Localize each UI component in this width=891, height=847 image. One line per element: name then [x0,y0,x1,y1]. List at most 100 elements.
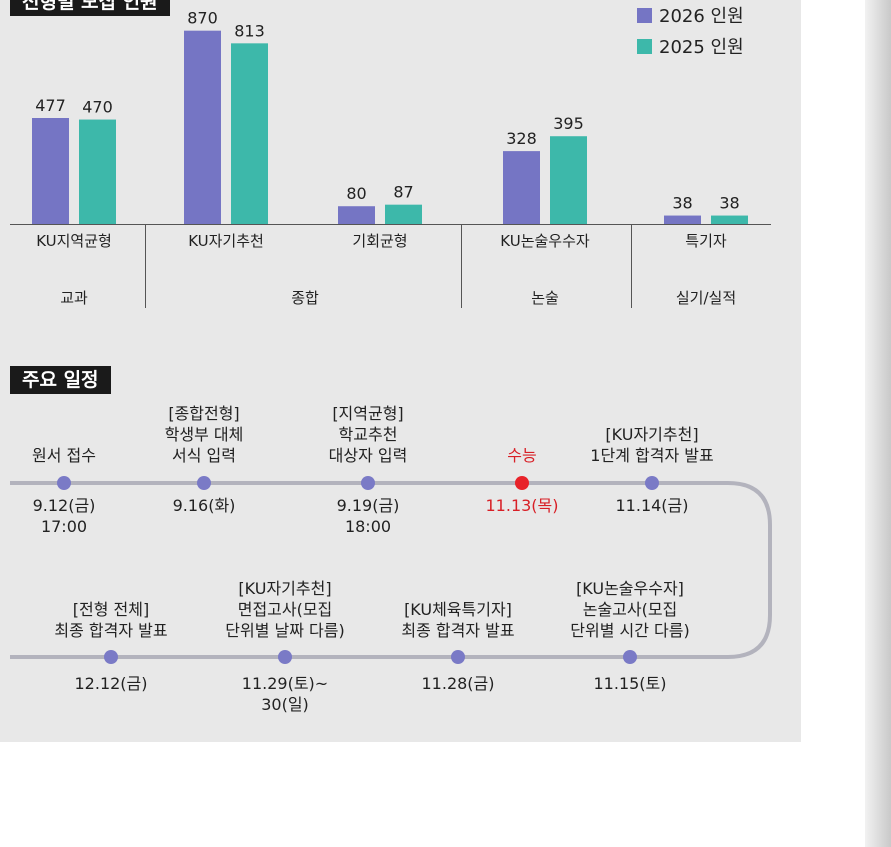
timeline-event-date: 9.16(화) [173,495,236,516]
legend-2026-label: 2026 인원 [659,6,744,27]
timeline-label-line: [KU자기추천] [238,579,332,598]
timeline-label-line: 논술고사(모집 [582,600,678,619]
timeline-dot [451,650,465,664]
timeline-dot [361,476,375,490]
timeline-label-line: 학생부 대체 [164,425,244,444]
bar-value-label: 470 [82,98,113,117]
timeline-label-line: [KU논술우수자] [576,579,684,598]
timeline-label-line: 대상자 입력 [328,446,408,465]
timeline-event-label: [KU체육특기자] 최종 합격자 발표 [401,599,514,641]
timeline-date-line: 9.16(화) [172,496,236,515]
bar-value-label: 38 [719,194,739,213]
timeline-label-line: [KU자기추천] [605,425,699,444]
timeline-label-line: 학교추천 [338,425,398,444]
timeline-dot-highlight [515,476,529,490]
timeline-label-line: 수능 [507,446,537,465]
timeline-date-line: 18:00 [344,517,392,536]
timeline-label-line: [전형 전체] [72,600,150,619]
timeline-dot [278,650,292,664]
timeline-track [10,476,772,664]
timeline-event-label: [전형 전체] 최종 합격자 발표 [54,599,167,641]
timeline-label-line: [지역균형] [332,404,404,423]
timeline-dot [104,650,118,664]
legend-2025: 2025 인원 [637,33,744,59]
timeline-date-line: 9.12(금) [32,496,96,515]
timeline-path [10,481,772,659]
timeline-dot [645,476,659,490]
bar-2025-0 [79,119,116,224]
timeline-event-label: 수능 [507,445,536,466]
timeline-dot [623,650,637,664]
timeline-event-date: 11.13(목) [485,495,558,516]
page-edge [865,0,891,847]
timeline-event-date: 11.28(금) [421,673,494,694]
bar-value-label: 870 [187,9,218,28]
timeline-event-date: 9.12(금) 17:00 [33,495,96,537]
bar-2025-4 [711,215,748,224]
timeline-date-line: 17:00 [40,517,88,536]
bar-value-label: 395 [553,114,584,133]
bar-2025-1 [231,43,268,225]
timeline-label-line: 최종 합격자 발표 [401,621,515,640]
group-label: 교과 [60,289,88,307]
bar-value-label: 813 [234,21,265,40]
timeline-date-line: 11.13(목) [485,496,559,515]
timeline-label-line: 단위별 날짜 다름) [225,621,345,640]
bar-value-label: 87 [393,183,413,202]
bar-value-label: 80 [346,184,366,203]
bar-2026-0 [32,118,69,224]
recruit-section-tag: 전형별 모집 인원 [10,0,170,16]
bar-value-label: 38 [672,194,692,213]
timeline-label-line: 최종 합격자 발표 [54,621,168,640]
bar-value-label: 477 [35,96,66,115]
legend-2026-swatch [637,7,652,23]
bar-value-label: 328 [506,129,537,148]
category-label: KU논술우수자 [500,232,590,250]
group-label: 실기/실적 [676,289,736,307]
legend-2026: 2026 인원 [637,2,744,28]
timeline-label-line: [KU체육특기자] [404,600,512,619]
timeline-event-date: 12.12(금) [74,673,147,694]
timeline-date-line: 30(일) [261,695,309,714]
timeline-date-line: 11.28(금) [421,674,495,693]
timeline-event-date: 11.29(토)~ 30(일) [242,673,328,715]
infographic-panel: 전형별 모집 인원 2026 인원 2025 인원 477 470 KU지역균형 87… [0,0,801,742]
timeline-date-line: 12.12(금) [74,674,148,693]
category-label: 기회균형 [352,232,407,250]
legend-2025-swatch [637,38,652,54]
timeline-date-line: 9.19(금) [336,496,400,515]
bar-2026-1 [184,30,221,224]
timeline-date-line: 11.14(금) [615,496,689,515]
timeline-label-line: 서식 입력 [172,446,236,465]
category-label: KU지역균형 [36,232,112,250]
timeline-label-line: 면접고사(모집 [237,600,333,619]
bar-2025-2 [385,204,422,224]
category-label: 특기자 [685,232,727,250]
timeline-event-date: 9.19(금) 18:00 [337,495,400,537]
timeline-dot [57,476,71,490]
legend-2025-label: 2025 인원 [659,37,744,58]
timeline-label-line: 단위별 시간 다름) [570,621,690,640]
timeline-event-label: 원서 접수 [32,445,96,466]
bar-2025-3 [550,136,587,224]
timeline-event-date: 11.14(금) [615,495,688,516]
group-label: 종합 [291,289,319,307]
timeline-label-line: [종합전형] [168,404,240,423]
schedule-section-tag: 주요 일정 [10,366,111,394]
timeline-event-label: [KU자기추천] 1단계 합격자 발표 [590,424,713,466]
bar-2026-2 [338,206,375,224]
timeline-label-line: 1단계 합격자 발표 [590,446,714,465]
bar-chart: 477 470 KU지역균형 870 813 KU자기추천 80 87 기회균형 328 395 KU… [10,9,771,308]
timeline-dot [197,476,211,490]
bar-2026-4 [664,215,701,224]
bar-2026-3 [503,151,540,224]
timeline-date-line: 11.29(토)~ [241,674,329,693]
group-label: 논술 [531,289,559,307]
timeline-event-date: 11.15(토) [593,673,666,694]
timeline-date-line: 11.15(토) [593,674,667,693]
category-label: KU자기추천 [188,232,264,250]
